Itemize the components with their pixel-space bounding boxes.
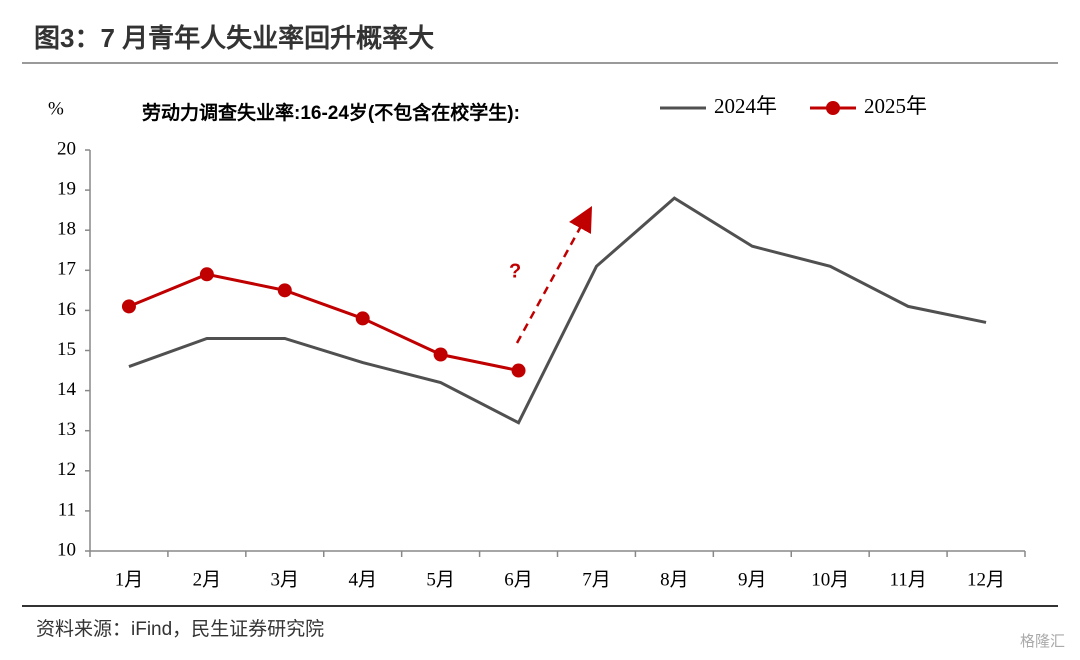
y-tick-label: 17 <box>57 259 76 280</box>
data-point <box>277 283 292 298</box>
y-tick-label: 20 <box>57 138 76 159</box>
x-tick-label: 6月 <box>504 569 533 590</box>
data-point <box>355 311 370 326</box>
y-tick-label: 15 <box>57 339 76 360</box>
legend-marker <box>826 101 840 115</box>
x-tick-label: 5月 <box>426 569 455 590</box>
x-tick-label: 11月 <box>889 569 926 590</box>
x-tick-label: 8月 <box>660 569 689 590</box>
x-tick-label: 10月 <box>811 569 849 590</box>
source: 资料来源：iFind，民生证券研究院 <box>36 618 324 640</box>
y-tick-label: 12 <box>57 459 76 480</box>
annotation: ? <box>509 260 521 282</box>
trend-arrow <box>515 206 593 344</box>
x-tick-label: 3月 <box>271 569 300 590</box>
y-tick-label: 14 <box>57 379 77 400</box>
x-tick-label: 12月 <box>967 569 1005 590</box>
y-tick-label: 19 <box>57 178 76 199</box>
y-tick-label: 11 <box>58 499 76 520</box>
watermark: 格隆汇 <box>1020 633 1065 650</box>
y-tick-label: 18 <box>57 219 76 240</box>
series-line <box>128 196 987 425</box>
x-tick-label: 9月 <box>738 569 767 590</box>
series-line <box>128 272 519 373</box>
x-tick-label: 4月 <box>348 569 377 590</box>
data-point <box>121 299 136 314</box>
data-point <box>199 267 214 282</box>
y-tick-label: 13 <box>57 419 76 440</box>
chart-subtitle: 劳动力调查失业率:16-24岁(不包含在校学生): <box>142 101 520 124</box>
data-point <box>511 363 526 378</box>
data-point <box>433 347 448 362</box>
x-tick-label: 2月 <box>193 569 222 590</box>
x-tick-label: 1月 <box>115 569 144 590</box>
legend-label: 2024年 <box>714 94 777 118</box>
y-tick-label: 10 <box>57 539 76 560</box>
y-axis-unit: % <box>48 98 64 119</box>
x-tick-label: 7月 <box>582 569 611 590</box>
legend-label: 2025年 <box>864 94 927 118</box>
y-tick-label: 16 <box>57 299 76 320</box>
chart-title: 图3：7 月青年人失业率回升概率大 <box>34 23 434 53</box>
